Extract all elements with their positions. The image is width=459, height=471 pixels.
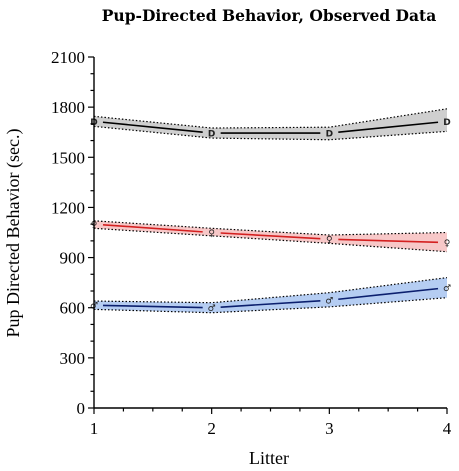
series-2-point-2: ♂ [325, 297, 333, 307]
series-lines [102, 121, 439, 309]
series-2-segment-0 [102, 304, 203, 309]
y-tick-label: 2100 [51, 48, 85, 67]
series-1-segment-0 [102, 223, 203, 233]
y-tick-label: 1800 [51, 98, 85, 117]
series-2-segment-2 [338, 287, 439, 301]
series-2-point-3: ♂ [443, 284, 451, 294]
series-1-segment-2 [338, 238, 439, 244]
series-2-band-lower [93, 297, 448, 314]
series-0-point-3: D [443, 118, 450, 128]
y-tick-label: 1200 [51, 198, 85, 217]
series-2-point-1: ♂ [208, 304, 216, 314]
y-tick-label: 1500 [51, 148, 85, 167]
x-tick-label: 3 [325, 419, 334, 438]
y-tick-label: 600 [60, 299, 86, 318]
chart-title: Pup-Directed Behavior, Observed Data [102, 6, 436, 25]
series-0-band-upper [93, 108, 448, 129]
axes: 0 300 600 900 1200 1500 1800 2100 1 2 3 4 [51, 48, 452, 438]
y-tick-label: 0 [77, 399, 86, 418]
x-tick-label: 4 [443, 419, 452, 438]
confidence-bands [93, 108, 448, 314]
x-axis-label: Litter [249, 448, 289, 468]
series-1-band-lower [93, 227, 448, 253]
series-2-band-upper [93, 277, 448, 304]
series-1-point-2: ♀ [326, 236, 333, 246]
y-axis-label: Pup Directed Behavior (sec.) [3, 129, 24, 338]
series-0-segment-0 [102, 121, 203, 133]
series-2-band [94, 277, 447, 313]
series-2-segment-1 [220, 299, 321, 308]
series-0-point-2: D [326, 130, 333, 140]
x-tick-label: 1 [90, 419, 99, 438]
series-1-point-1: ♀ [208, 229, 215, 239]
series-0-band [94, 108, 447, 140]
y-tick-label: 300 [60, 349, 86, 368]
series-0-point-1: D [208, 130, 215, 140]
series-1-segment-1 [220, 232, 321, 240]
series-1-band-upper [93, 220, 448, 236]
series-0-band-lower [93, 125, 448, 141]
series-1-point-3: ♀ [444, 239, 451, 249]
x-tick-label: 2 [207, 419, 216, 438]
y-tick-label: 900 [60, 249, 86, 268]
series-0-segment-2 [338, 121, 439, 133]
